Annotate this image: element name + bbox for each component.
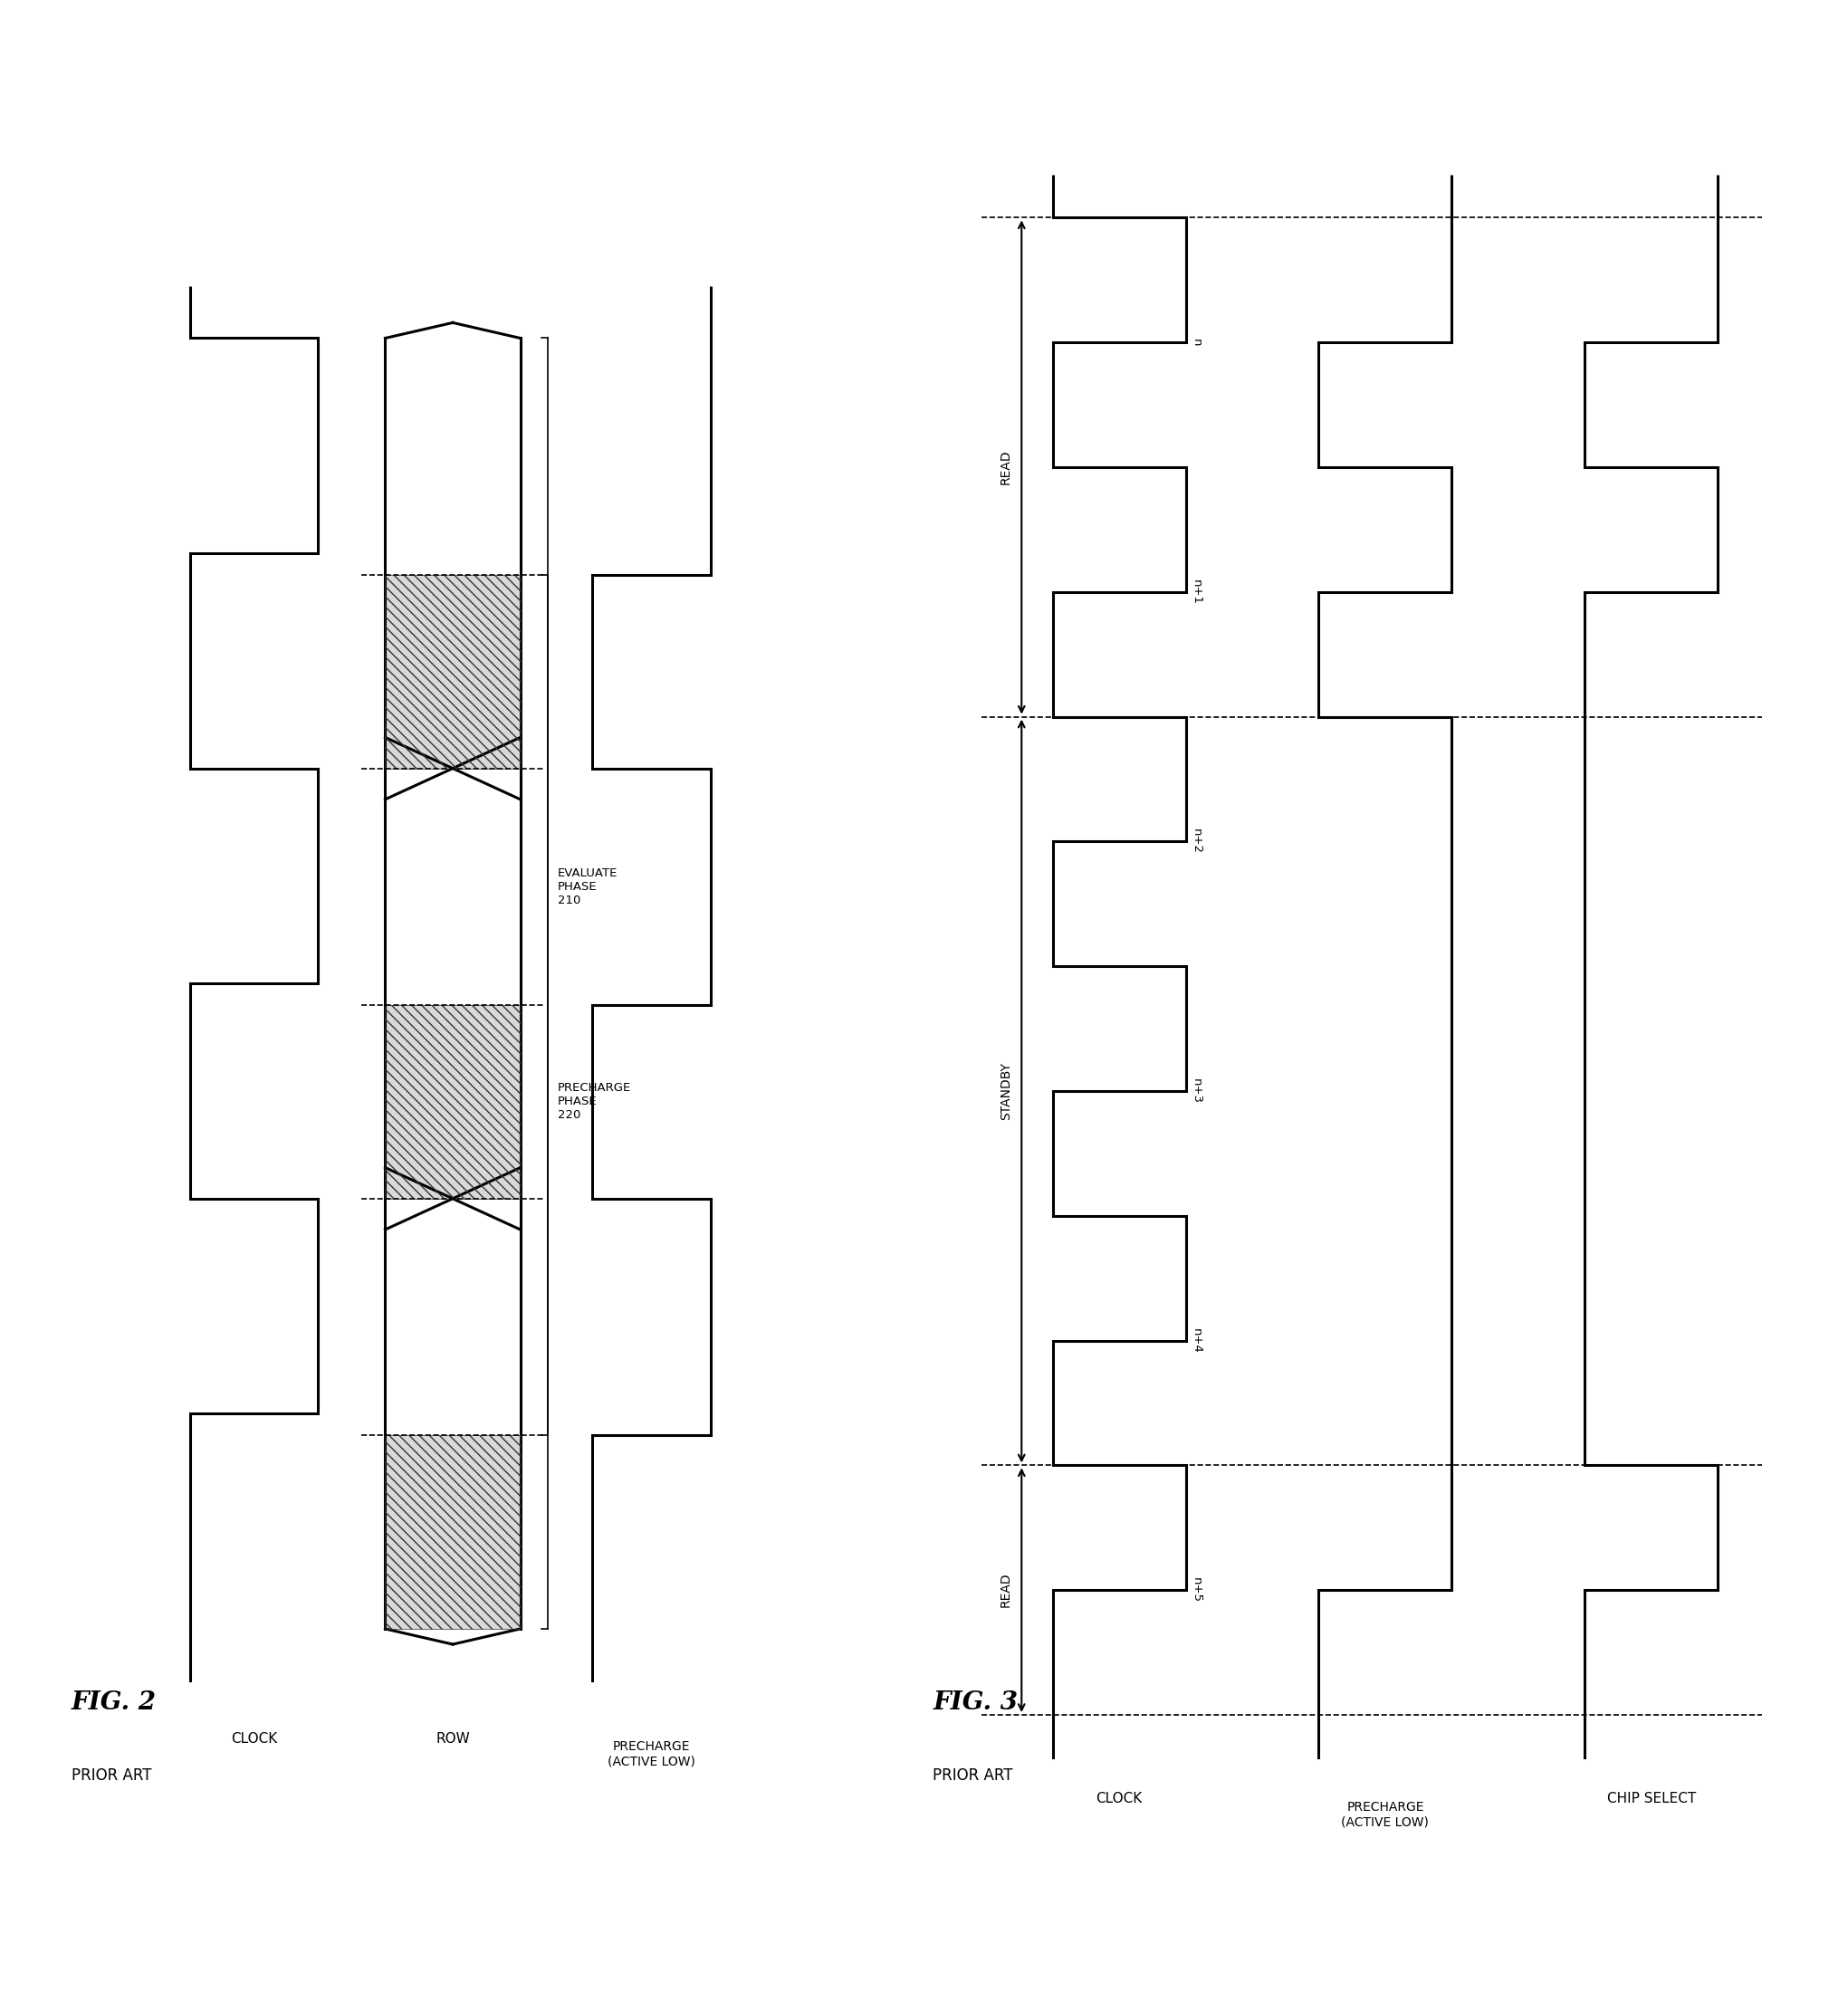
Text: READ: READ [1000,450,1013,484]
Bar [384,1005,521,1199]
Text: STANDBY: STANDBY [1000,1063,1013,1121]
Text: n+1: n+1 [1190,580,1201,604]
Bar [384,1435,521,1629]
Text: PRIOR ART: PRIOR ART [933,1767,1013,1783]
Text: PRIOR ART: PRIOR ART [72,1767,152,1783]
Bar [384,1005,521,1199]
Text: n+4: n+4 [1190,1329,1201,1353]
Text: n+2: n+2 [1190,828,1201,854]
Text: ROW: ROW [436,1733,469,1745]
Text: FIG. 2: FIG. 2 [72,1691,157,1715]
Text: CHIP SELECT: CHIP SELECT [1608,1793,1696,1805]
Bar [384,1435,521,1629]
Text: n: n [1190,338,1201,346]
Text: EVALUATE
PHASE
210: EVALUATE PHASE 210 [558,866,617,906]
Text: FIG. 3: FIG. 3 [933,1691,1018,1715]
Text: READ: READ [1000,1573,1013,1607]
Text: CLOCK: CLOCK [1096,1793,1142,1805]
Text: n+5: n+5 [1190,1577,1201,1603]
Text: PRECHARGE
(ACTIVE LOW): PRECHARGE (ACTIVE LOW) [1342,1801,1429,1829]
Text: PRECHARGE
(ACTIVE LOW): PRECHARGE (ACTIVE LOW) [608,1741,695,1769]
Text: n+3: n+3 [1190,1079,1201,1105]
Bar [384,574,521,768]
Text: CLOCK: CLOCK [231,1733,277,1745]
Text: PRECHARGE
PHASE
220: PRECHARGE PHASE 220 [558,1083,632,1121]
Bar [384,574,521,768]
